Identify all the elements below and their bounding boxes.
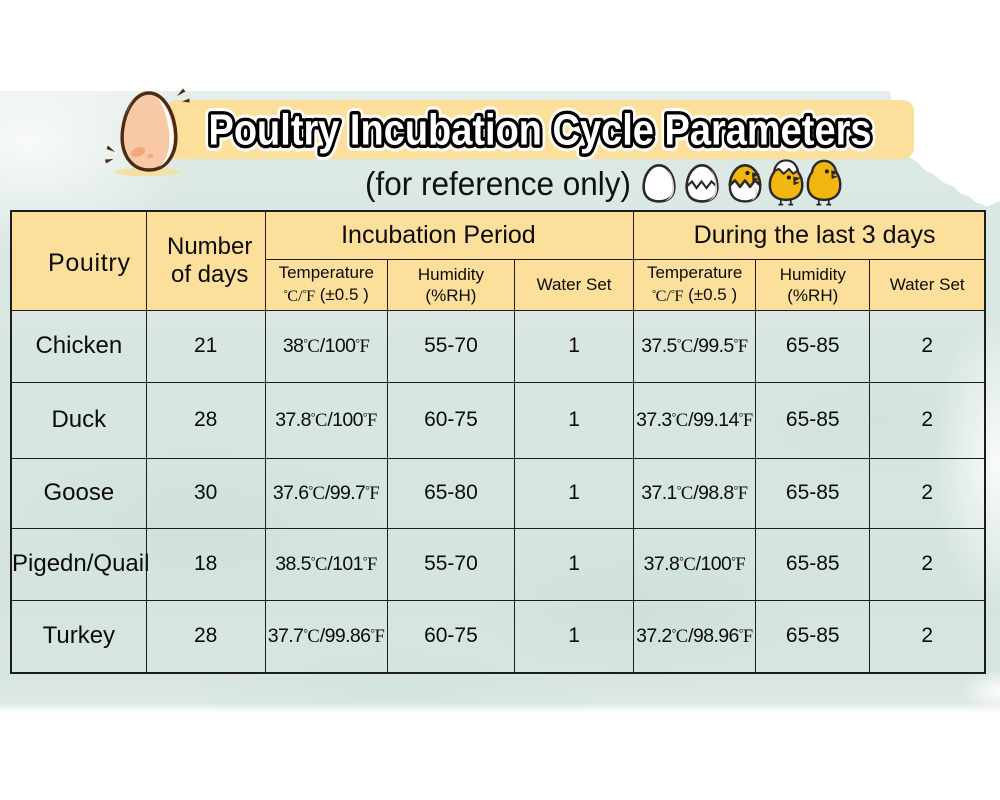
- svg-text:Poultry Incubation Cycle Param: Poultry Incubation Cycle Parameters: [209, 106, 872, 155]
- svg-text:Poultry Incubation Cycle Param: Poultry Incubation Cycle Parameters: [209, 106, 872, 155]
- svg-text:Poultry Incubation Cycle Param: Poultry Incubation Cycle Parameters: [209, 106, 872, 155]
